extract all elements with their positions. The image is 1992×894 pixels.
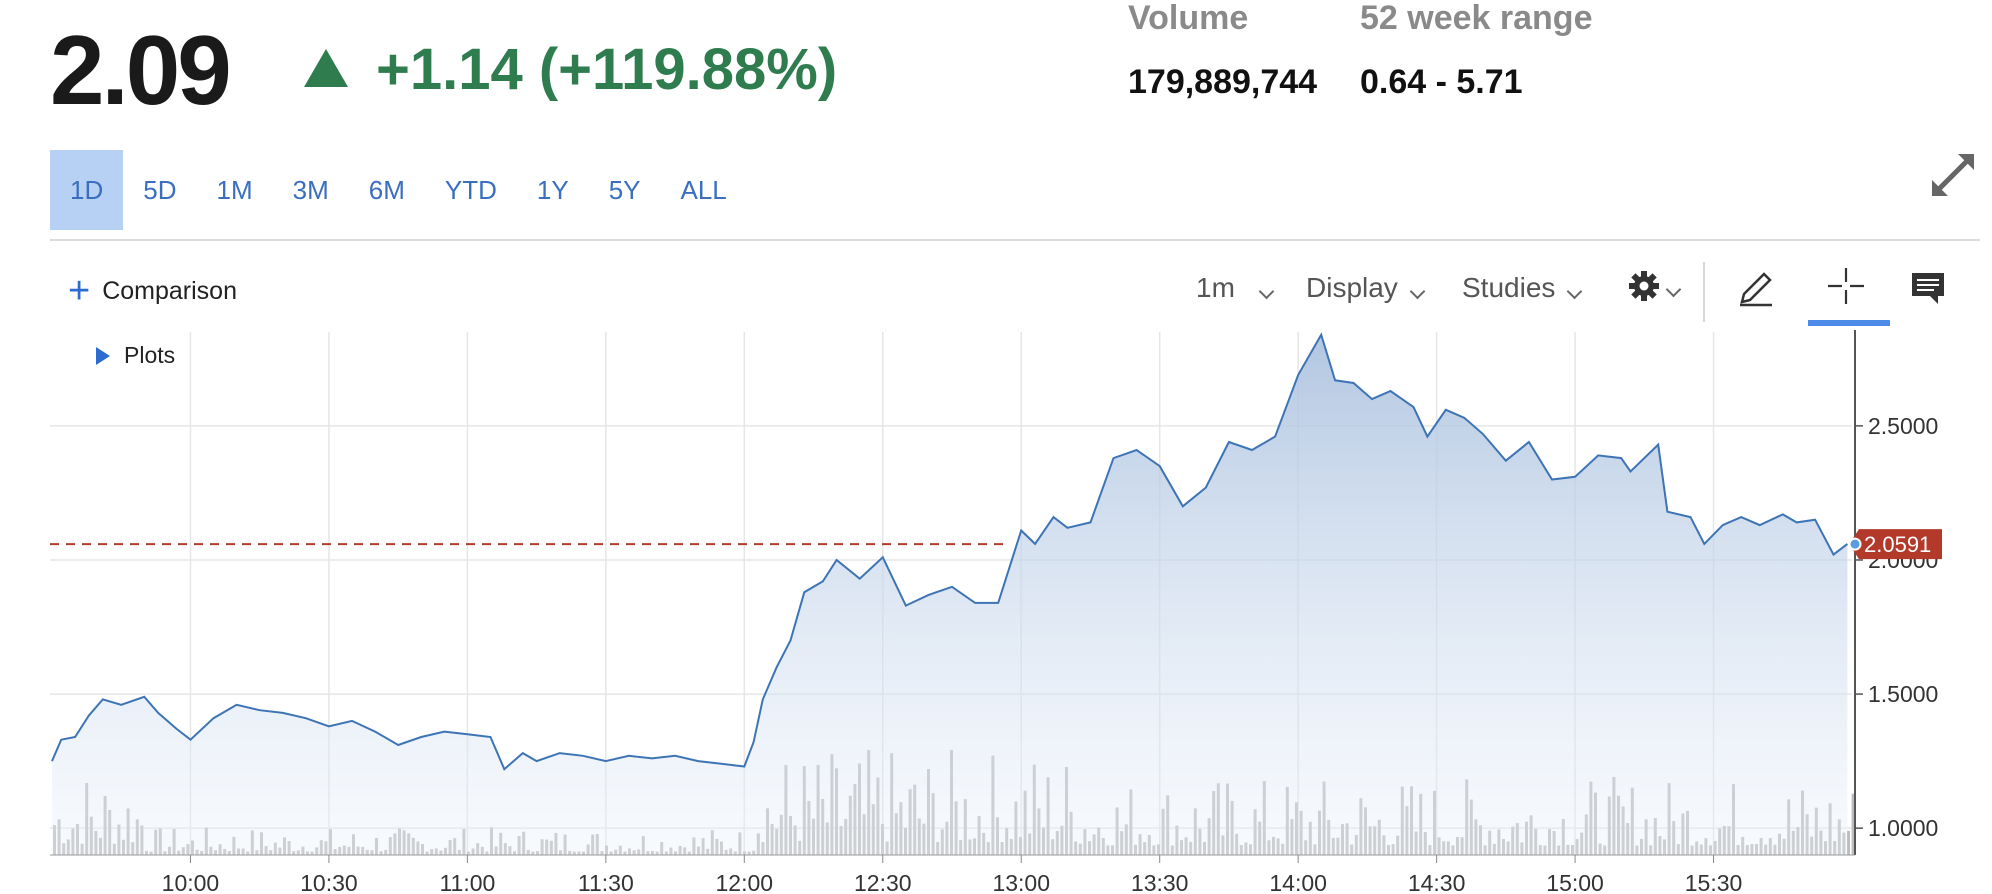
last-price-label: 2.0591 <box>1864 532 1931 557</box>
range-5y[interactable]: 5Y <box>608 174 641 205</box>
comment-icon[interactable] <box>1910 270 1946 306</box>
x-tick-label: 15:30 <box>1685 870 1743 894</box>
interval-select[interactable]: 1m <box>1196 272 1275 304</box>
y-tick-label: 1.0000 <box>1868 815 1938 841</box>
range-6m[interactable]: 6M <box>368 174 405 205</box>
x-tick-label: 12:00 <box>716 870 774 894</box>
range-3m[interactable]: 3M <box>292 174 329 205</box>
x-tick-label: 11:30 <box>578 870 634 894</box>
settings-button[interactable] <box>1628 270 1682 302</box>
x-axis-labels: 10:00 10:30 11:00 11:30 12:00 12:30 13:00 13:30… <box>162 855 1743 894</box>
chart-toolbar: + Comparison 1m Display Studies <box>0 262 1992 328</box>
header-divider <box>50 239 1980 241</box>
range-1y[interactable]: 1Y <box>536 174 569 205</box>
price-line <box>51 332 1849 771</box>
chevron-down-icon <box>1409 283 1426 299</box>
price-change: +1.14 (+119.88%) <box>304 30 837 110</box>
week-range-value: 0.64 - 5.71 <box>1360 63 1523 101</box>
plus-icon: + <box>68 270 91 312</box>
y-tick-label: 1.5000 <box>1868 681 1938 707</box>
price-area <box>52 334 1848 855</box>
display-select[interactable]: Display <box>1306 272 1426 304</box>
toolbar-separator <box>1703 262 1705 322</box>
studies-select[interactable]: Studies <box>1462 272 1583 304</box>
last-price-badge <box>1849 529 1942 560</box>
x-tick-label: 14:30 <box>1408 870 1466 894</box>
range-1m[interactable]: 1M <box>216 174 253 205</box>
comparison-button[interactable]: + Comparison <box>68 270 237 312</box>
y-tick-label: 2.5000 <box>1868 413 1938 439</box>
volume-label: Volume <box>1128 0 1249 37</box>
x-tick-label: 12:30 <box>854 870 912 894</box>
play-triangle-icon <box>96 346 110 365</box>
plots-toggle[interactable]: Plots <box>96 342 175 369</box>
x-tick-label: 11:00 <box>439 870 495 894</box>
x-tick-label: 10:30 <box>300 870 358 894</box>
studies-label: Studies <box>1462 272 1556 303</box>
range-all[interactable]: ALL <box>680 174 727 205</box>
x-tick-label: 13:00 <box>992 870 1050 894</box>
last-price: 2.09 <box>50 15 232 125</box>
x-tick-label: 10:00 <box>162 870 220 894</box>
display-label: Display <box>1306 272 1398 303</box>
pencil-icon[interactable] <box>1736 268 1776 308</box>
week-range-label: 52 week range <box>1360 0 1593 37</box>
volume-bar <box>1847 830 1850 855</box>
range-5d[interactable]: 5D <box>143 174 177 205</box>
crosshair-active-indicator <box>1808 320 1890 326</box>
interval-label: 1m <box>1196 272 1235 303</box>
last-price-dot <box>1848 537 1862 551</box>
volume-stat: Volume 179,889,744 <box>1128 0 1317 100</box>
expand-icon[interactable] <box>1928 150 1978 200</box>
quote-header: 2.09 +1.14 (+119.88%) Volume 179,889,744… <box>0 0 1992 140</box>
week-range-stat: 52 week range 0.64 - 5.71 <box>1360 0 1592 100</box>
x-tick-label: 15:00 <box>1546 870 1604 894</box>
plots-label: Plots <box>124 342 176 368</box>
volume-bar <box>1851 793 1855 855</box>
x-tick-label: 14:00 <box>1269 870 1327 894</box>
gear-icon <box>1629 271 1659 301</box>
range-1d[interactable]: 1D <box>50 150 124 230</box>
last-price-marker: 2.0591 <box>1848 529 1942 560</box>
time-range-tabs: 1D 5D 1M 3M 6M YTD 1Y 5Y ALL <box>50 150 747 230</box>
x-tick-label: 13:30 <box>1131 870 1189 894</box>
triangle-up-icon <box>304 49 348 87</box>
comparison-label: Comparison <box>102 276 237 305</box>
price-change-text: +1.14 (+119.88%) <box>376 37 838 102</box>
crosshair-icon[interactable] <box>1826 266 1866 306</box>
chevron-down-icon <box>1567 283 1583 299</box>
chevron-down-icon <box>1258 283 1275 299</box>
volume-value: 179,889,744 <box>1128 63 1318 101</box>
chevron-down-icon <box>1665 281 1682 297</box>
range-ytd[interactable]: YTD <box>444 174 497 205</box>
